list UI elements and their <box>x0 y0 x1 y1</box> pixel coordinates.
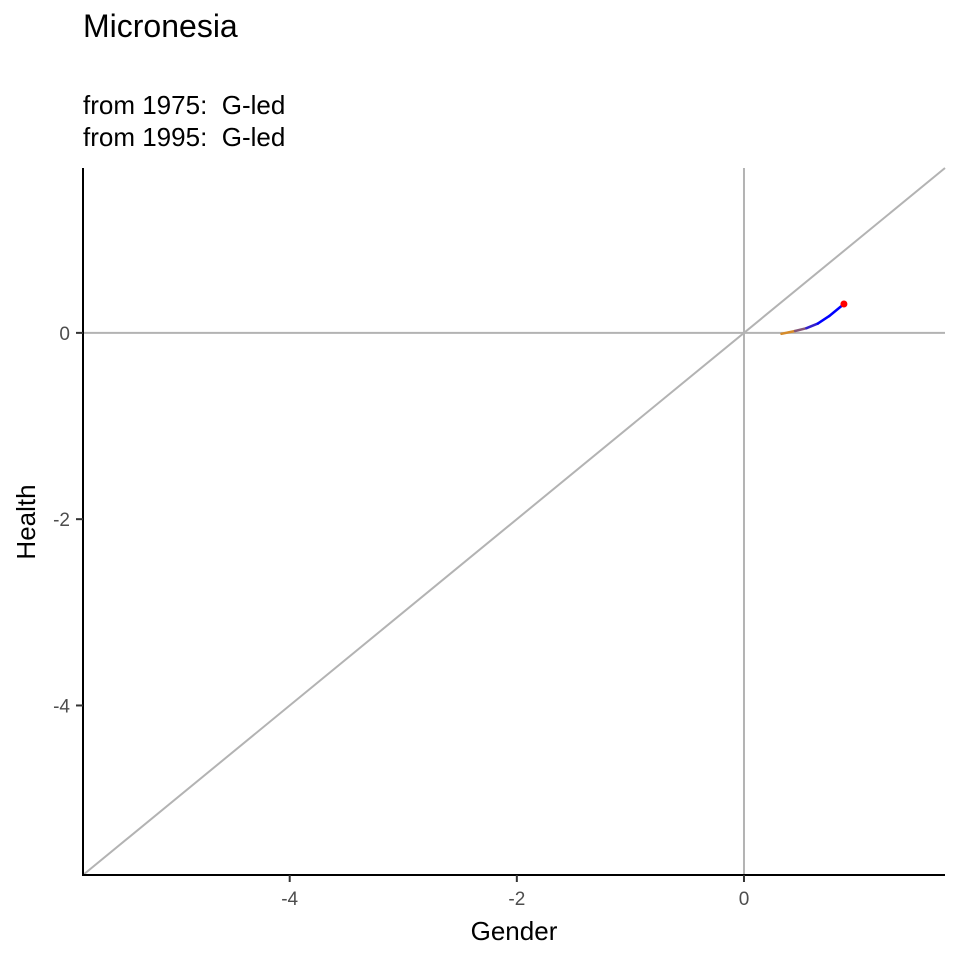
chart-subtitle-line-1: from 1975: G-led <box>83 90 286 120</box>
y-axis-title: Health <box>11 484 41 559</box>
series-segment <box>805 322 820 330</box>
chart-subtitle-line-2: from 1995: G-led <box>83 122 286 152</box>
series-segment <box>780 329 797 336</box>
series-segment <box>793 326 808 333</box>
y-tick-label: -4 <box>53 696 70 717</box>
series-segment <box>816 314 831 325</box>
identity-diagonal <box>82 167 946 876</box>
chart-title: Micronesia <box>83 8 238 44</box>
axes: -4 -2 0 0 -2 -4 <box>53 168 945 910</box>
x-axis-title: Gender <box>471 916 558 946</box>
x-tick-label: -4 <box>281 889 298 910</box>
y-tick-label: -2 <box>53 510 70 531</box>
x-tick-label: 0 <box>739 889 750 910</box>
y-tick-label: 0 <box>59 324 70 345</box>
x-tick-label: -2 <box>508 889 525 910</box>
series-end-point <box>840 300 848 308</box>
reference-lines <box>82 167 946 876</box>
series-layer <box>780 300 848 336</box>
